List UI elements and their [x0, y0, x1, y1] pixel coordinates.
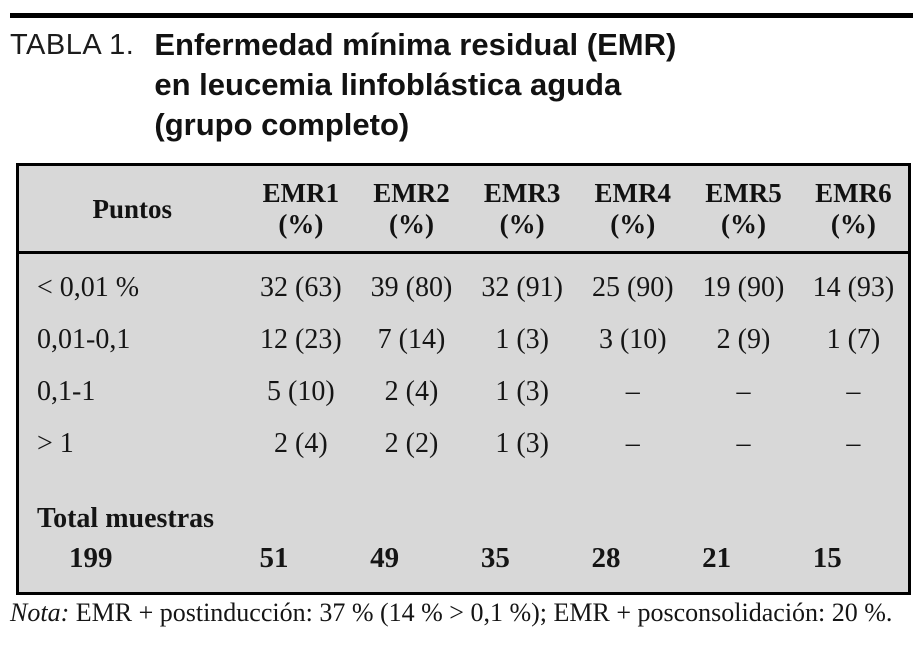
cell: 32 (91) — [481, 272, 563, 303]
column-header-emr6-name: EMR6 — [815, 178, 892, 208]
column-header-emr3: EMR3 (%) — [466, 164, 578, 254]
cell: – — [736, 376, 751, 407]
table-title: Enfermedad mínima residual (EMR) en leuc… — [154, 25, 676, 145]
total-cell: 21 — [702, 542, 732, 574]
footnote-text: EMR + postinducción: 37 % (14 % > 0,1 %)… — [75, 598, 893, 627]
column-header-emr5-name: EMR5 — [705, 178, 782, 208]
column-header-emr2-name: EMR2 — [373, 178, 450, 208]
table-row: 0,1-1 5 (10) 2 (4) 1 (3) – – – — [18, 366, 910, 418]
cell: – — [846, 428, 861, 459]
cell: 25 (90) — [591, 272, 674, 303]
total-samples-count: 199 — [69, 542, 113, 574]
cell: 1 (3) — [495, 428, 549, 459]
cell: – — [846, 376, 861, 407]
cell: 19 (90) — [702, 272, 785, 303]
table-header: Puntos EMR1 (%) EMR2 (%) EMR3 (%) EMR4 (… — [17, 164, 910, 254]
cell: 32 (63) — [260, 272, 342, 303]
cell: – — [625, 428, 640, 459]
total-cell: 15 — [812, 542, 842, 574]
table-title-block: TABLA 1. Enfermedad mínima residual (EMR… — [10, 25, 676, 145]
total-header-cell: Total muestras 199 — [18, 470, 246, 594]
table-body: < 0,01 % 32 (63) 39 (80) 32 (91) 25 (90)… — [18, 253, 910, 594]
cell: – — [736, 428, 751, 459]
column-header-emr1: EMR1 (%) — [245, 164, 357, 254]
column-header-emr6: EMR6 (%) — [798, 164, 910, 254]
table-footnote: Nota: EMR + postinducción: 37 % (14 % > … — [10, 597, 892, 629]
cell: 1 (3) — [495, 324, 549, 355]
total-label: Total muestras — [37, 503, 215, 534]
table-title-line-1: Enfermedad mínima residual (EMR) — [154, 27, 677, 62]
total-cell: 35 — [480, 542, 510, 574]
row-label: > 1 — [37, 428, 74, 459]
column-header-emr2: EMR2 (%) — [356, 164, 467, 254]
cell: 12 (23) — [260, 324, 342, 355]
cell: 7 (14) — [377, 324, 446, 355]
table-row: 0,01-0,1 12 (23) 7 (14) 1 (3) 3 (10) 2 (… — [18, 314, 910, 366]
column-header-emr4: EMR4 (%) — [577, 164, 689, 254]
column-header-emr4-name: EMR4 — [594, 178, 672, 208]
total-cell: 49 — [370, 542, 400, 574]
table-row: < 0,01 % 32 (63) 39 (80) 32 (91) 25 (90)… — [18, 253, 910, 315]
cell: 14 (93) — [812, 272, 895, 303]
row-label: 0,1-1 — [37, 376, 96, 407]
total-cell: 28 — [591, 542, 621, 574]
cell: 1 (7) — [826, 324, 881, 355]
column-header-emr3-name: EMR3 — [483, 178, 561, 208]
column-header-puntos: Puntos — [17, 164, 246, 254]
total-row: Total muestras 199 51 49 35 28 21 15 — [18, 470, 910, 594]
column-header-emr4-unit: (%) — [610, 209, 656, 239]
cell: 3 (10) — [598, 324, 667, 355]
cell: 2 (4) — [384, 376, 439, 407]
cell: 2 (4) — [274, 428, 328, 459]
table-title-line-2: en leucemia linfoblástica aguda — [154, 67, 622, 102]
column-header-emr6-unit: (%) — [830, 209, 876, 239]
column-header-emr1-name: EMR1 — [262, 178, 340, 208]
table-title-line-3: (grupo completo) — [154, 107, 410, 142]
cell: 5 (10) — [267, 376, 335, 407]
table-row: > 1 2 (4) 2 (2) 1 (3) – – – — [18, 418, 910, 470]
row-label: 0,01-0,1 — [37, 324, 131, 355]
header-row: Puntos EMR1 (%) EMR2 (%) EMR3 (%) EMR4 (… — [17, 164, 910, 254]
cell: 2 (2) — [384, 428, 439, 459]
cell: 2 (9) — [716, 324, 771, 355]
column-header-emr5: EMR5 (%) — [688, 164, 799, 254]
column-header-emr3-unit: (%) — [499, 209, 545, 239]
total-cell: 51 — [259, 542, 289, 574]
column-header-emr1-unit: (%) — [278, 209, 324, 239]
footnote-prefix: Nota: — [10, 598, 70, 627]
cell: 1 (3) — [495, 376, 549, 407]
table-number-label: TABLA 1. — [10, 29, 135, 61]
column-header-emr2-unit: (%) — [388, 209, 434, 239]
row-label: < 0,01 % — [37, 272, 140, 303]
top-rule — [10, 13, 913, 18]
cell: – — [625, 376, 640, 407]
cell: 39 (80) — [370, 272, 453, 303]
emr-data-table: Puntos EMR1 (%) EMR2 (%) EMR3 (%) EMR4 (… — [16, 163, 911, 595]
column-header-emr5-unit: (%) — [720, 209, 766, 239]
